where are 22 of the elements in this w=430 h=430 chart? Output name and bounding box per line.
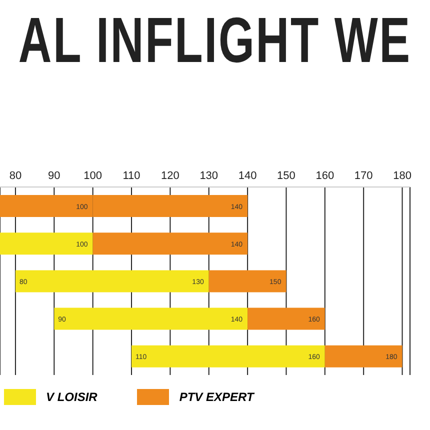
x-tick-label: 110 — [122, 170, 140, 182]
bar — [0, 232, 93, 255]
chart-title: AL INFLIGHT WE — [18, 3, 412, 77]
x-tick-label: 170 — [354, 170, 373, 182]
bar — [15, 270, 209, 292]
x-tick-label: 130 — [200, 170, 218, 182]
x-tick-label: 100 — [84, 170, 102, 182]
x-tick-label: 80 — [9, 170, 22, 182]
bar — [132, 345, 325, 368]
legend-label: V LOISIR — [46, 390, 98, 404]
x-tick-label: 90 — [48, 170, 60, 182]
x-tick-label: 160 — [316, 170, 334, 182]
x-tick-label: 140 — [238, 170, 257, 182]
bar — [324, 345, 402, 368]
bar — [208, 270, 286, 292]
legend-label: PTV EXPERT — [179, 390, 254, 404]
bar — [54, 308, 248, 330]
x-tick-label: 180 — [393, 170, 412, 182]
x-tick-label: 150 — [277, 170, 296, 182]
bar — [92, 232, 248, 255]
x-tick-label: 120 — [161, 170, 180, 182]
bar — [248, 308, 325, 330]
